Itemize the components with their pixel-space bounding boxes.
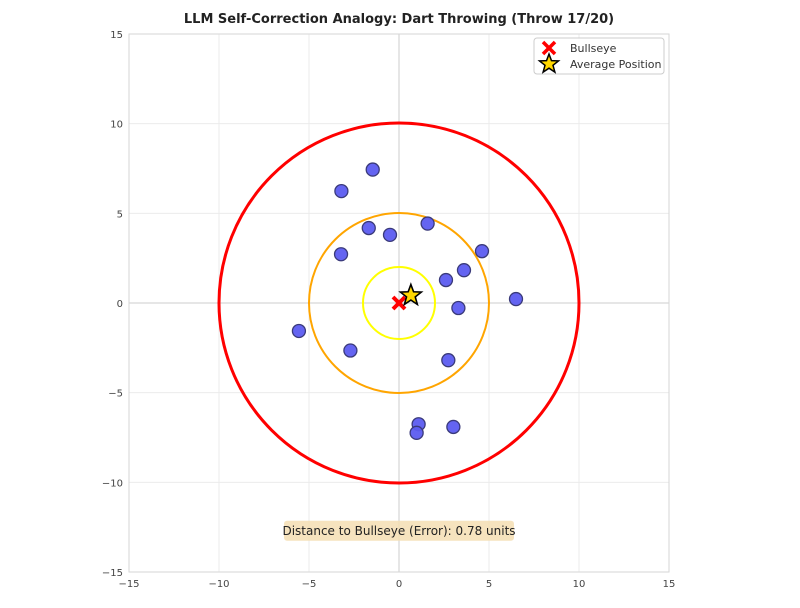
- y-tick-label: 5: [117, 209, 123, 220]
- throw-point: [334, 183, 349, 199]
- throw-point: [456, 263, 472, 278]
- x-tick-label: 10: [573, 579, 586, 590]
- throw-point: [451, 300, 466, 316]
- axes: −15 −10 −5 0 5 10 15 −15 −10 −5 0 5 10 15: [102, 30, 675, 590]
- throw-point: [508, 291, 524, 307]
- legend-label-bullseye: Bullseye: [570, 42, 617, 55]
- y-tick-label: 0: [117, 299, 123, 310]
- throw-point: [382, 227, 398, 243]
- x-tick-label: −15: [118, 579, 139, 590]
- y-tick-label: 15: [110, 30, 123, 41]
- legend-x-stroke-2: [541, 40, 557, 56]
- average-position-star: [398, 282, 424, 307]
- plot-frame: [128, 33, 670, 573]
- x-tick-label: 0: [396, 579, 402, 590]
- throw-point: [446, 419, 461, 435]
- legend-bullseye-icon: [541, 40, 557, 56]
- throw-point: [420, 216, 435, 231]
- target-ring: [362, 266, 436, 340]
- annotation-text: Distance to Bullseye (Error): 0.78 units: [282, 524, 515, 538]
- throw-point: [333, 247, 349, 262]
- annotation-box: [284, 520, 514, 541]
- throw-point: [361, 220, 376, 236]
- legend-star-icon: [537, 51, 561, 74]
- legend-box: [533, 37, 665, 75]
- throw-point: [409, 425, 424, 440]
- chart-title: LLM Self-Correction Analogy: Dart Throwi…: [184, 12, 614, 27]
- legend: Bullseye Average Position: [533, 37, 665, 75]
- target-ring: [308, 212, 490, 394]
- y-tick-label: −10: [102, 478, 123, 489]
- annotation: Distance to Bullseye (Error): 0.78 units: [282, 520, 516, 541]
- throw-point: [441, 353, 456, 368]
- throw-point: [474, 244, 490, 259]
- throw-point: [343, 343, 358, 358]
- bullseye-marker: [391, 295, 407, 311]
- throw-point: [438, 272, 454, 288]
- throw-point: [365, 162, 380, 177]
- legend-label-average: Average Position: [570, 58, 662, 71]
- x-tick-label: 5: [486, 579, 492, 590]
- markers: [391, 282, 424, 311]
- throw-points: [291, 162, 524, 440]
- y-tick-label: 10: [110, 120, 123, 131]
- throw-point: [291, 323, 307, 339]
- x-tick-label: 15: [663, 579, 676, 590]
- target-ring: [217, 121, 581, 485]
- y-tick-label: −5: [108, 389, 123, 400]
- x-tick-label: −5: [302, 579, 317, 590]
- target-rings: [217, 121, 581, 485]
- y-tick-label: −15: [102, 568, 123, 579]
- x-tick-label: −10: [208, 579, 229, 590]
